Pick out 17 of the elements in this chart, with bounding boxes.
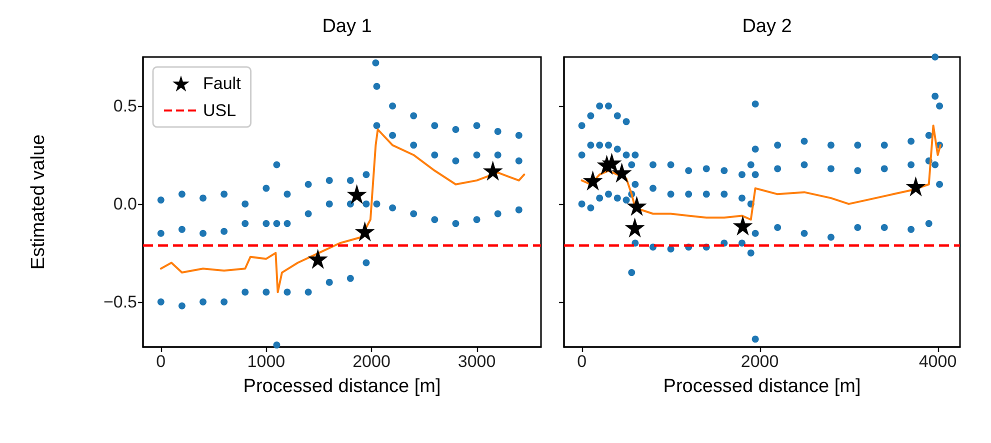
y-tick-label: −0.5 xyxy=(103,292,137,312)
chart-title: Day 2 xyxy=(742,16,792,37)
y-tick-label: 0.5 xyxy=(113,96,137,116)
x-axis-title: Processed distance [m] xyxy=(243,376,441,397)
y-axis-title: Estimated value xyxy=(28,134,49,270)
x-tick-label: 2000 xyxy=(740,352,779,371)
chart-title: Day 1 xyxy=(322,16,372,37)
legend-label: Fault xyxy=(203,74,242,93)
x-tick-label: 0 xyxy=(577,352,587,371)
x-tick-label: 3000 xyxy=(458,352,496,371)
x-axis-title: Processed distance [m] xyxy=(663,376,861,397)
x-tick-label: 4000 xyxy=(918,352,957,371)
x-tick-label: 2000 xyxy=(352,352,390,371)
x-tick-label: 1000 xyxy=(247,352,286,371)
y-tick-label: 0.0 xyxy=(113,194,137,214)
x-tick-label: 0 xyxy=(156,352,166,371)
legend-label: USL xyxy=(203,101,236,120)
